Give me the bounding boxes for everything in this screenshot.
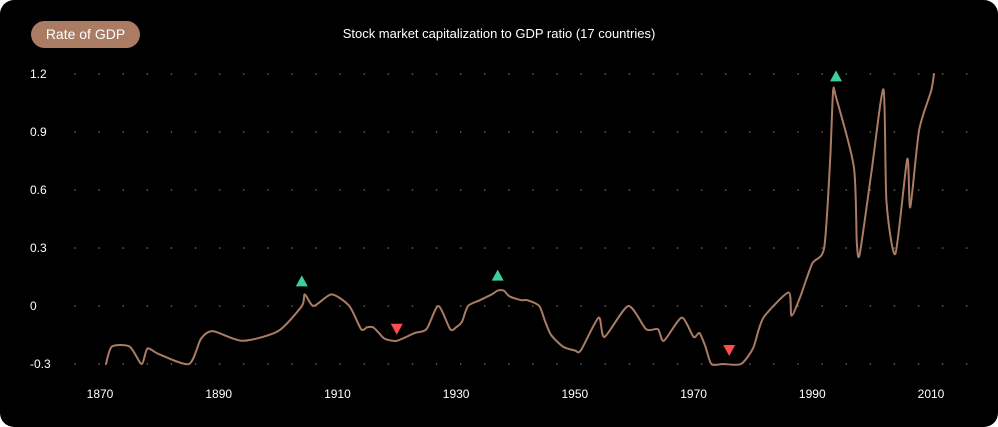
y-tick-label: -0.3 — [30, 357, 51, 371]
x-tick-label: 1930 — [443, 387, 470, 401]
up-triangle-marker — [491, 269, 504, 281]
x-tick-label: 1910 — [324, 387, 351, 401]
x-tick-label: 2010 — [918, 387, 945, 401]
up-triangle-marker — [830, 70, 843, 82]
x-tick-label: 1870 — [87, 387, 114, 401]
x-tick-label: 1990 — [799, 387, 826, 401]
chart-title: Stock market capitalization to GDP ratio… — [342, 26, 656, 41]
series-line — [104, 73, 935, 366]
down-triangle-marker — [390, 323, 403, 335]
x-tick-label: 1970 — [680, 387, 707, 401]
y-tick-label: 0.6 — [30, 183, 47, 197]
up-triangle-marker — [295, 275, 308, 287]
y-tick-label: 0.3 — [30, 241, 47, 255]
rate-of-gdp-badge[interactable]: Rate of GDP — [31, 21, 140, 48]
x-tick-label: 1950 — [562, 387, 589, 401]
y-tick-label: 1.2 — [30, 67, 47, 81]
down-triangle-marker — [723, 344, 736, 356]
y-tick-label: 0 — [30, 299, 37, 313]
x-tick-label: 1890 — [205, 387, 232, 401]
y-tick-label: 0.9 — [30, 125, 47, 139]
